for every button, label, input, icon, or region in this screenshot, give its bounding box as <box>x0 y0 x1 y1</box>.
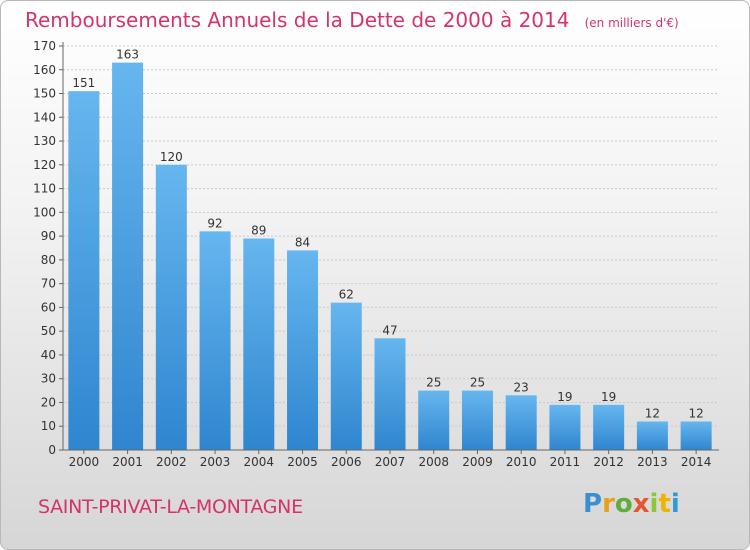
y-tick-label: 100 <box>33 205 56 219</box>
y-tick-label: 90 <box>41 229 56 243</box>
y-tick-label: 50 <box>41 324 56 338</box>
data-label: 163 <box>116 48 139 62</box>
x-tick-label: 2010 <box>506 455 537 469</box>
y-tick-label: 20 <box>41 395 56 409</box>
data-label: 89 <box>251 223 266 237</box>
bar <box>549 404 581 450</box>
data-label: 47 <box>382 323 397 337</box>
y-tick-label: 170 <box>33 39 56 53</box>
title-row: Remboursements Annuels de la Dette de 20… <box>25 8 679 32</box>
bar <box>418 390 450 450</box>
x-tick-label: 2009 <box>462 455 493 469</box>
proxiti-logo: Proxiti <box>583 489 680 519</box>
bar <box>68 91 100 450</box>
axes: 0 10 20 30 40 50 60 70 80 90 100 110 120 130 140 150 160… <box>33 39 719 469</box>
bar <box>243 238 275 450</box>
data-label: 12 <box>645 406 660 420</box>
x-tick-label: 2006 <box>331 455 362 469</box>
data-label: 19 <box>557 390 572 404</box>
y-tick-label: 30 <box>41 372 56 386</box>
bar <box>330 302 362 450</box>
y-tick-label: 40 <box>41 348 56 362</box>
x-tick-label: 2005 <box>287 455 318 469</box>
x-tick-label: 2007 <box>375 455 406 469</box>
unit-note: (en milliers d'€) <box>584 16 679 30</box>
bar <box>680 421 712 450</box>
x-tick-label: 2001 <box>112 455 143 469</box>
x-tick-label: 2013 <box>637 455 668 469</box>
y-tick-label: 80 <box>41 253 56 267</box>
y-tick-label: 160 <box>33 63 56 77</box>
x-tick-label: 2004 <box>244 455 275 469</box>
bar <box>593 404 625 450</box>
data-label: 84 <box>295 235 310 249</box>
bar <box>374 338 406 450</box>
bar <box>636 421 668 450</box>
y-tick-label: 130 <box>33 134 56 148</box>
x-tick-label: 2012 <box>593 455 624 469</box>
chart-title: Remboursements Annuels de la Dette de 20… <box>25 8 570 32</box>
bar <box>199 231 231 450</box>
y-tick-label: 60 <box>41 300 56 314</box>
x-tick-label: 2003 <box>200 455 231 469</box>
x-tick-label: 2008 <box>418 455 449 469</box>
data-label: 151 <box>72 76 95 90</box>
data-label: 62 <box>339 288 354 302</box>
data-label: 92 <box>207 216 222 230</box>
bar <box>155 164 187 450</box>
y-tick-label: 0 <box>48 443 56 457</box>
bar <box>461 390 493 450</box>
data-label: 25 <box>426 376 441 390</box>
x-tick-label: 2002 <box>156 455 187 469</box>
data-label: 25 <box>470 376 485 390</box>
bar <box>112 62 144 451</box>
y-tick-label: 150 <box>33 87 56 101</box>
data-label: 23 <box>514 380 529 394</box>
x-tick-label: 2014 <box>681 455 712 469</box>
data-label: 19 <box>601 390 616 404</box>
y-tick-label: 10 <box>41 419 56 433</box>
y-tick-label: 110 <box>33 182 56 196</box>
x-tick-label: 2011 <box>550 455 581 469</box>
bars: 151 163 120 92 89 84 62 47 25 25 23 19 19 12 12 <box>68 48 712 451</box>
data-label: 12 <box>688 406 703 420</box>
bar <box>505 395 537 450</box>
bar <box>287 250 319 450</box>
y-tick-label: 120 <box>33 158 56 172</box>
y-tick-label: 70 <box>41 277 56 291</box>
y-tick-label: 140 <box>33 110 56 124</box>
x-tick-label: 2000 <box>69 455 100 469</box>
commune-name: SAINT-PRIVAT-LA-MONTAGNE <box>38 496 303 518</box>
data-label: 120 <box>160 150 183 164</box>
